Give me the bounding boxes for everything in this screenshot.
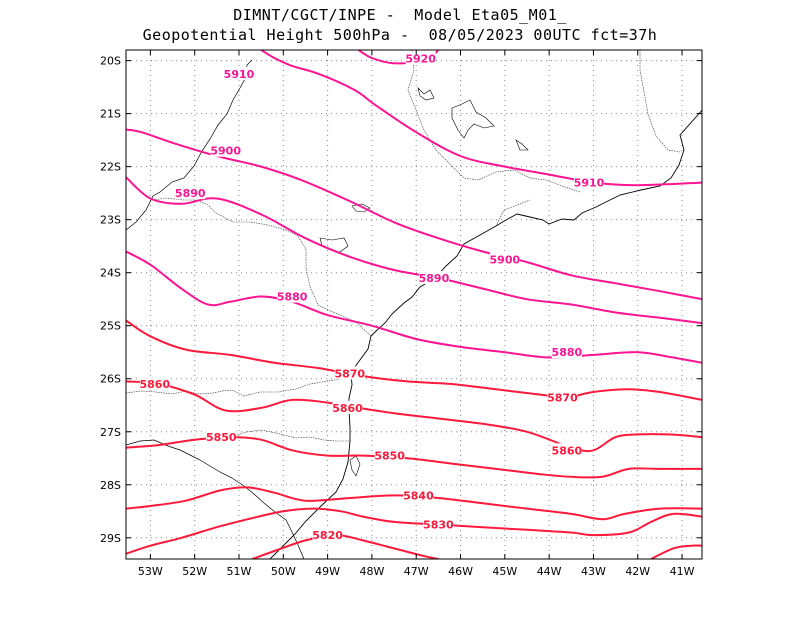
contour-label-bg bbox=[489, 252, 520, 266]
y-tick-label: 24S bbox=[100, 267, 121, 280]
contour-line-5880 bbox=[126, 250, 702, 364]
contour-label-5820: 5820 bbox=[312, 529, 343, 542]
contour-label-bg bbox=[223, 66, 254, 80]
y-tick-label: 23S bbox=[100, 214, 121, 227]
contour-line-5860 bbox=[126, 380, 702, 453]
contour-label-5870: 5870 bbox=[334, 367, 365, 380]
state-border bbox=[152, 197, 372, 337]
y-tick-label: 28S bbox=[100, 479, 121, 492]
contour-label-5830: 5830 bbox=[423, 519, 454, 532]
state-border bbox=[407, 50, 581, 193]
contour-label-5900: 5900 bbox=[210, 145, 241, 158]
y-tick-label: 22S bbox=[100, 161, 121, 174]
contour-label-5890: 5890 bbox=[175, 187, 206, 200]
contour-label-bg bbox=[332, 400, 363, 414]
contour-label-5880: 5880 bbox=[552, 346, 583, 359]
contour-label-5860: 5860 bbox=[139, 378, 170, 391]
contour-line-5820 bbox=[251, 534, 439, 559]
y-tick-label: 20S bbox=[100, 55, 121, 68]
island bbox=[349, 455, 361, 477]
x-tick-label: 43W bbox=[581, 565, 606, 578]
lake bbox=[451, 99, 495, 139]
contour-line-5870 bbox=[126, 319, 702, 401]
contour-label-bg bbox=[418, 270, 449, 284]
contour-label-5890: 5890 bbox=[419, 272, 450, 285]
contour-label-bg bbox=[312, 528, 343, 542]
contour-label-bg bbox=[574, 175, 605, 189]
x-tick-label: 42W bbox=[625, 565, 650, 578]
y-tick-label: 25S bbox=[100, 320, 121, 333]
contour-label-5850: 5850 bbox=[206, 431, 237, 444]
y-tick-label: 29S bbox=[100, 532, 121, 545]
x-tick-label: 41W bbox=[670, 565, 695, 578]
contour-label-bg bbox=[423, 517, 454, 531]
contour-labels: 5920 5910 5910 5900 5900 5890 5890 5880 5880 5870… bbox=[139, 51, 605, 542]
contour-label-bg bbox=[175, 186, 206, 200]
x-tick-label: 52W bbox=[182, 565, 207, 578]
chart-title-line-1: DIMNT/CGCT/INPE - Model Eta05_M01_ bbox=[233, 6, 567, 24]
contour-label-bg bbox=[547, 390, 578, 404]
contour-line-5900 bbox=[126, 128, 702, 301]
x-tick-label: 51W bbox=[227, 565, 252, 578]
x-tick-label: 47W bbox=[404, 565, 429, 578]
contour-line-5830 bbox=[126, 507, 702, 555]
x-tick-label: 45W bbox=[492, 565, 517, 578]
contour-label-bg bbox=[405, 51, 436, 65]
contour-label-bg bbox=[551, 345, 582, 359]
axis-ticks: 53W 52W 51W 50W 49W 48W 47W 46W 45W 44W 43W 42W 41W 2… bbox=[100, 50, 702, 578]
contour-label-5910: 5910 bbox=[224, 68, 255, 81]
chart-title-line-2: Geopotential Height 500hPa - 08/05/2023 … bbox=[142, 26, 658, 44]
contour-label-5860: 5860 bbox=[332, 402, 363, 415]
y-tick-label: 26S bbox=[100, 373, 121, 386]
contour-line-5890 bbox=[126, 176, 702, 325]
contour-label-bg bbox=[403, 488, 434, 502]
x-tick-label: 53W bbox=[138, 565, 163, 578]
x-tick-label: 46W bbox=[448, 565, 473, 578]
contour-label-5860: 5860 bbox=[552, 444, 583, 457]
contour-label-5870: 5870 bbox=[547, 391, 578, 404]
contour-label-bg bbox=[139, 377, 170, 391]
x-tick-label: 50W bbox=[271, 565, 296, 578]
contour-label-bg bbox=[334, 366, 365, 380]
contour-line-5840 bbox=[126, 486, 702, 521]
state-border bbox=[229, 429, 350, 442]
y-tick-label: 21S bbox=[100, 108, 121, 121]
contour-label-5850: 5850 bbox=[374, 450, 405, 463]
contour-label-5880: 5880 bbox=[277, 291, 308, 304]
contour-label-bg bbox=[551, 443, 582, 457]
grid-lines bbox=[126, 50, 702, 559]
contour-line-5810 bbox=[650, 544, 702, 559]
lake bbox=[417, 87, 435, 101]
state-border bbox=[495, 199, 531, 227]
y-tick-label: 27S bbox=[100, 426, 121, 439]
contour-label-bg bbox=[277, 289, 308, 303]
state-border bbox=[126, 377, 351, 397]
x-tick-label: 48W bbox=[359, 565, 384, 578]
x-tick-label: 49W bbox=[315, 565, 340, 578]
contour-label-5840: 5840 bbox=[403, 489, 434, 502]
contour-label-5920: 5920 bbox=[405, 52, 436, 65]
x-tick-label: 44W bbox=[537, 565, 562, 578]
contour-label-bg bbox=[374, 448, 405, 462]
contour-label-bg bbox=[206, 430, 237, 444]
contour-label-5900: 5900 bbox=[490, 253, 521, 266]
state-border bbox=[639, 50, 681, 153]
contour-label-5910: 5910 bbox=[574, 177, 605, 190]
contour-label-bg bbox=[210, 143, 241, 157]
plot-frame bbox=[125, 49, 703, 560]
lake bbox=[515, 139, 529, 151]
